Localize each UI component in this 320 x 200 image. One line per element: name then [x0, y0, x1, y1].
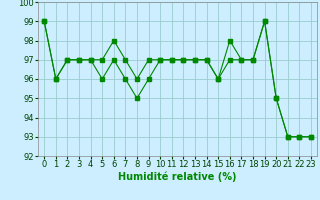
X-axis label: Humidité relative (%): Humidité relative (%) — [118, 172, 237, 182]
